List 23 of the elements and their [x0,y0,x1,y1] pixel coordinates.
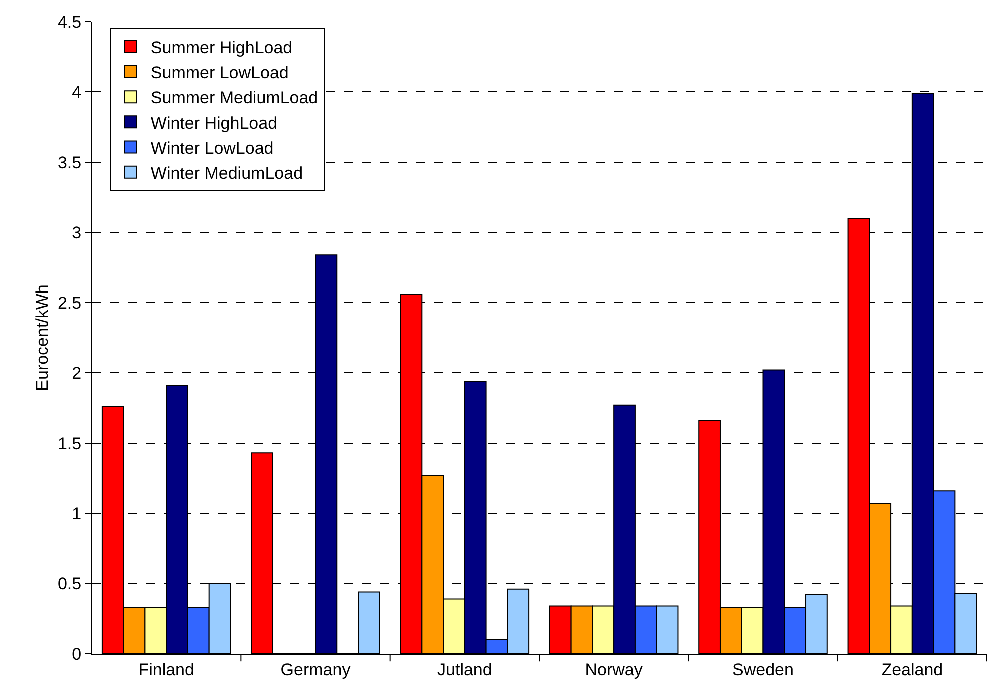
x-tick-label: Sweden [732,660,794,680]
y-tick-label: 2.5 [58,294,82,313]
y-axis-title: Eurocent/kWh [33,284,52,392]
legend-label: Winter HighLoad [150,114,278,133]
x-tick-label: Zealand [882,660,944,680]
y-tick-label: 3 [72,224,82,243]
y-tick-label: 4.5 [58,12,82,32]
legend-label: Winter MediumLoad [150,164,304,183]
x-tick-label: Finland [138,660,194,680]
y-tick-label: 4 [72,83,82,102]
y-tick-label: 1 [72,504,82,524]
x-tick-label: Norway [585,660,644,680]
legend-label: Summer LowLoad [150,64,289,83]
x-tick-label: Germany [280,660,352,680]
y-tick-label: 3.5 [58,153,82,172]
legend-label: Summer MediumLoad [150,88,318,108]
y-tick-label: 1.5 [58,434,82,454]
y-tick-label: 0.5 [58,574,82,594]
y-tick-label: 0 [72,644,82,664]
legend-label: Winter LowLoad [150,138,274,158]
y-tick-label: 2 [72,364,82,384]
legend-label: Summer HighLoad [150,38,293,58]
x-tick-label: Jutland [438,660,492,680]
